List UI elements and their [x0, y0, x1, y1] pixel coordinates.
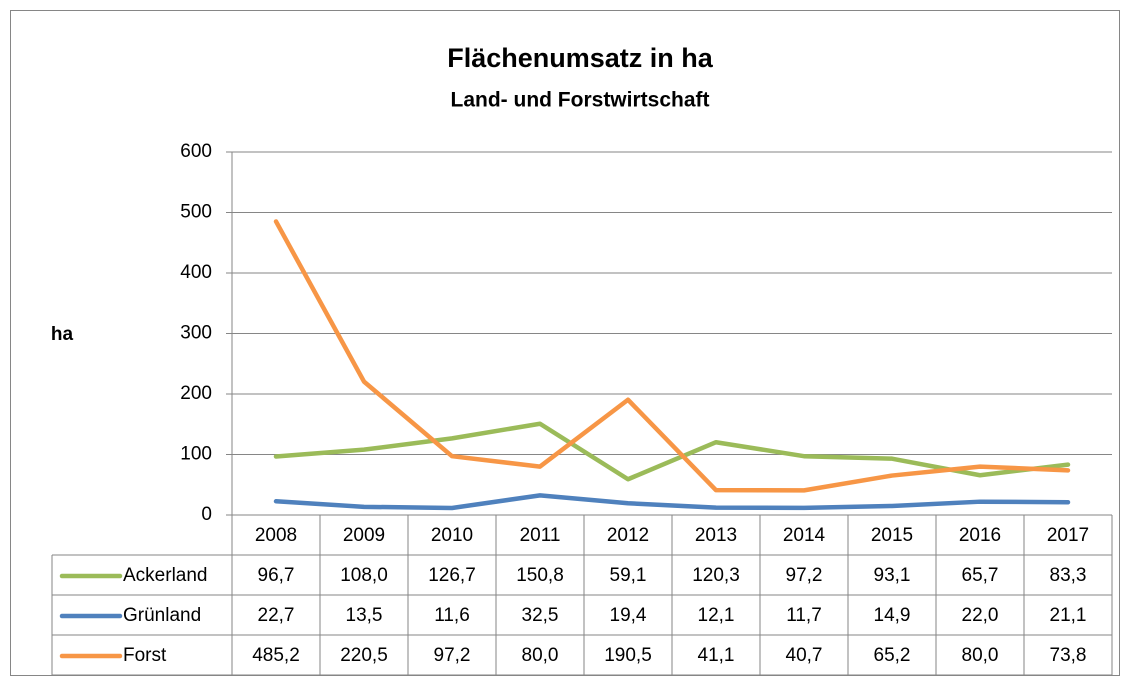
table-value: 190,5 [604, 645, 652, 666]
table-value: 108,0 [340, 565, 388, 586]
table-value: 485,2 [252, 645, 300, 666]
x-tick-label: 2016 [959, 525, 1001, 546]
table-value: 59,1 [610, 565, 647, 586]
legend-label: Forst [123, 645, 167, 666]
table-value: 21,1 [1050, 605, 1087, 626]
table-value: 40,7 [786, 645, 823, 666]
table-value: 97,2 [434, 645, 471, 666]
series-line [273, 493, 1071, 511]
y-axis-label: ha [51, 324, 74, 345]
table-value: 150,8 [516, 565, 564, 586]
table-value: 41,1 [698, 645, 735, 666]
table-value: 22,7 [258, 605, 295, 626]
x-tick-label: 2013 [695, 525, 737, 546]
table-value: 83,3 [1050, 565, 1087, 586]
y-tick-label: 0 [201, 504, 212, 525]
x-tick-label: 2010 [431, 525, 473, 546]
table-value: 32,5 [522, 605, 559, 626]
table-value: 80,0 [522, 645, 559, 666]
x-tick-label: 2014 [783, 525, 826, 546]
table-value: 96,7 [258, 565, 295, 586]
chart-subtitle: Land- und Forstwirtschaft [451, 89, 710, 112]
y-tick-label: 300 [180, 323, 212, 344]
y-tick-label: 100 [180, 444, 212, 465]
x-tick-label: 2011 [520, 525, 561, 546]
table-value: 97,2 [786, 565, 823, 586]
table-value: 22,0 [962, 605, 999, 626]
x-tick-label: 2008 [255, 525, 297, 546]
chart-title: Flächenumsatz in ha [447, 43, 714, 73]
x-tick-label: 2009 [343, 525, 385, 546]
series-line [273, 219, 1071, 493]
x-tick-label: 2017 [1047, 525, 1089, 546]
table-value: 11,7 [786, 605, 822, 626]
table-value: 65,2 [874, 645, 911, 666]
y-tick-label: 600 [180, 141, 212, 162]
table-value: 220,5 [340, 645, 388, 666]
table-value: 11,6 [434, 605, 470, 626]
legend-label: Ackerland [123, 565, 208, 586]
legend-label: Grünland [123, 605, 201, 626]
table-value: 120,3 [692, 565, 740, 586]
table-value: 12,1 [698, 605, 735, 626]
table-value: 80,0 [962, 645, 999, 666]
table-value: 65,7 [962, 565, 999, 586]
table-value: 93,1 [874, 565, 911, 586]
y-tick-label: 400 [180, 262, 212, 283]
table-value: 73,8 [1050, 645, 1087, 666]
table-value: 14,9 [874, 605, 911, 626]
table-value: 19,4 [610, 605, 647, 626]
table-value: 126,7 [428, 565, 476, 586]
x-tick-label: 2015 [871, 525, 913, 546]
table-value: 13,5 [346, 605, 383, 626]
y-tick-label: 500 [180, 202, 212, 223]
series-line [273, 421, 1071, 482]
y-tick-label: 200 [180, 383, 212, 404]
x-tick-label: 2012 [607, 525, 649, 546]
chart-frame [10, 10, 1120, 676]
